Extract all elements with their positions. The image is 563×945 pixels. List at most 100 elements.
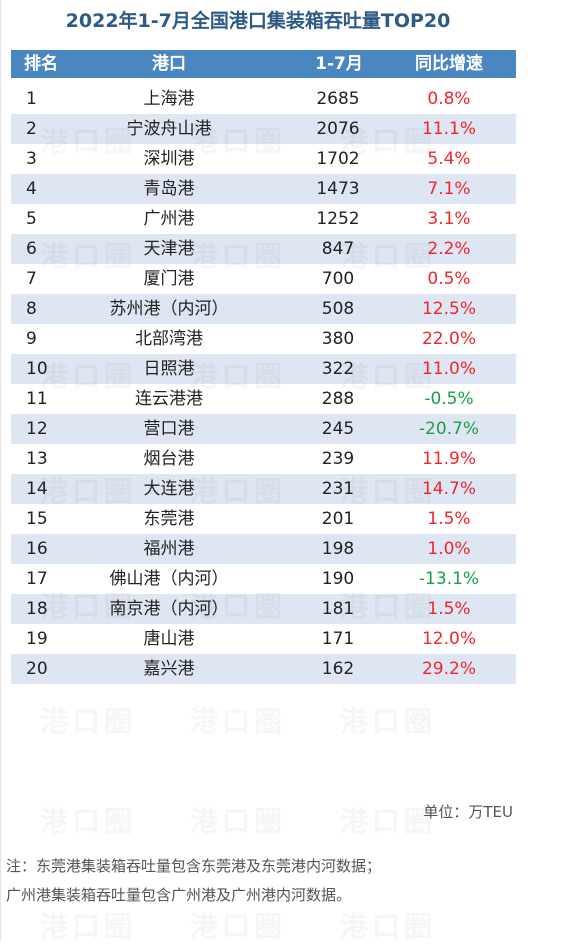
value-cell: 508 xyxy=(321,299,355,319)
footnote-line-2: 广州港集装箱吞吐量包含广州港及广州港内河数据。 xyxy=(6,886,352,904)
rank-cell: 4 xyxy=(26,179,37,199)
port-cell: 连云港港 xyxy=(135,389,203,409)
port-cell: 唐山港 xyxy=(143,629,195,649)
change-cell: 1.5% xyxy=(427,599,471,619)
table-row: 18 南京港（内河） 181 1.5% xyxy=(11,594,516,624)
table-row: 11 连云港港 288 -0.5% xyxy=(11,384,516,414)
rank-cell: 3 xyxy=(26,149,37,169)
table-header: 排名 港口 1-7月 同比增速 xyxy=(11,50,516,78)
rank-cell: 1 xyxy=(26,89,37,109)
rank-cell: 15 xyxy=(26,509,48,529)
port-cell: 苏州港（内河） xyxy=(109,299,229,319)
rank-cell: 6 xyxy=(26,239,37,259)
watermark-logo: 港口圈 xyxy=(40,905,136,945)
table-row: 2 宁波舟山港 2076 11.1% xyxy=(11,114,516,144)
table-row: 16 福州港 198 1.0% xyxy=(11,534,516,564)
port-cell: 厦门港 xyxy=(143,269,195,289)
rank-cell: 7 xyxy=(26,269,37,289)
port-cell: 北部湾港 xyxy=(135,329,203,349)
header-port: 港口 xyxy=(152,54,186,74)
table-row: 7 厦门港 700 0.5% xyxy=(11,264,516,294)
port-cell: 佛山港（内河） xyxy=(109,569,229,589)
value-cell: 1252 xyxy=(316,209,360,229)
change-cell: 11.0% xyxy=(421,359,476,379)
unit-label: 单位：万TEU xyxy=(423,803,513,821)
value-cell: 847 xyxy=(321,239,355,259)
value-cell: 198 xyxy=(321,539,355,559)
change-cell: -20.7% xyxy=(418,419,480,439)
watermark-logo: 港口圈 xyxy=(190,700,286,740)
value-cell: 1473 xyxy=(316,179,360,199)
header-value: 1-7月 xyxy=(315,54,363,74)
rank-cell: 14 xyxy=(26,479,48,499)
table-row: 13 烟台港 239 11.9% xyxy=(11,444,516,474)
table-row: 19 唐山港 171 12.0% xyxy=(11,624,516,654)
value-cell: 231 xyxy=(321,479,355,499)
watermark-logo: 港口圈 xyxy=(340,905,436,945)
value-cell: 239 xyxy=(321,449,355,469)
table-row: 17 佛山港（内河） 190 -13.1% xyxy=(11,564,516,594)
watermark-logo: 港口圈 xyxy=(190,800,286,840)
table-row: 10 日照港 322 11.0% xyxy=(11,354,516,384)
table-row: 3 深圳港 1702 5.4% xyxy=(11,144,516,174)
change-cell: 7.1% xyxy=(427,179,471,199)
watermark-logo: 港口圈 xyxy=(40,800,136,840)
table-card: 2022年1-7月全国港口集装箱吞吐量TOP20 排名 港口 1-7月 同比增速… xyxy=(0,0,516,940)
value-cell: 700 xyxy=(321,269,355,289)
value-cell: 322 xyxy=(321,359,355,379)
change-cell: 0.8% xyxy=(427,89,471,109)
rank-cell: 5 xyxy=(26,209,37,229)
table-row: 6 天津港 847 2.2% xyxy=(11,234,516,264)
value-cell: 1702 xyxy=(316,149,360,169)
change-cell: 29.2% xyxy=(421,659,476,679)
watermark-logo: 港口圈 xyxy=(190,905,286,945)
port-cell: 青岛港 xyxy=(143,179,195,199)
change-cell: -0.5% xyxy=(424,389,474,409)
port-cell: 营口港 xyxy=(143,419,195,439)
watermark-logo: 港口圈 xyxy=(340,700,436,740)
table-row: 20 嘉兴港 162 29.2% xyxy=(11,654,516,684)
change-cell: 1.0% xyxy=(427,539,471,559)
value-cell: 2685 xyxy=(316,89,360,109)
change-cell: 2.2% xyxy=(427,239,471,259)
port-cell: 南京港（内河） xyxy=(109,599,229,619)
port-cell: 上海港 xyxy=(143,89,195,109)
table-row: 5 广州港 1252 3.1% xyxy=(11,204,516,234)
rank-cell: 11 xyxy=(26,389,48,409)
value-cell: 181 xyxy=(321,599,355,619)
table-row: 4 青岛港 1473 7.1% xyxy=(11,174,516,204)
change-cell: -13.1% xyxy=(418,569,480,589)
change-cell: 12.5% xyxy=(421,299,476,319)
port-cell: 广州港 xyxy=(143,209,195,229)
value-cell: 380 xyxy=(321,329,355,349)
rank-cell: 13 xyxy=(26,449,48,469)
port-cell: 东莞港 xyxy=(143,509,195,529)
value-cell: 171 xyxy=(321,629,355,649)
port-cell: 大连港 xyxy=(143,479,195,499)
change-cell: 12.0% xyxy=(421,629,476,649)
port-cell: 嘉兴港 xyxy=(143,659,195,679)
change-cell: 3.1% xyxy=(427,209,471,229)
rank-cell: 9 xyxy=(26,329,37,349)
port-cell: 烟台港 xyxy=(143,449,195,469)
rank-cell: 20 xyxy=(26,659,48,679)
change-cell: 11.1% xyxy=(421,119,476,139)
change-cell: 11.9% xyxy=(421,449,476,469)
rank-cell: 16 xyxy=(26,539,48,559)
table-row: 15 东莞港 201 1.5% xyxy=(11,504,516,534)
watermark-logo: 港口圈 xyxy=(40,700,136,740)
header-rank: 排名 xyxy=(24,54,58,74)
value-cell: 190 xyxy=(321,569,355,589)
rank-cell: 18 xyxy=(26,599,48,619)
rank-cell: 2 xyxy=(26,119,37,139)
change-cell: 1.5% xyxy=(427,509,471,529)
rank-cell: 19 xyxy=(26,629,48,649)
table-row: 8 苏州港（内河） 508 12.5% xyxy=(11,294,516,324)
change-cell: 22.0% xyxy=(421,329,476,349)
port-cell: 深圳港 xyxy=(143,149,195,169)
port-cell: 宁波舟山港 xyxy=(126,119,212,139)
table-row: 12 营口港 245 -20.7% xyxy=(11,414,516,444)
page-title: 2022年1-7月全国港口集装箱吞吐量TOP20 xyxy=(65,10,451,32)
port-cell: 天津港 xyxy=(143,239,195,259)
footnote-line-1: 注：东莞港集装箱吞吐量包含东莞港及东莞港内河数据； xyxy=(6,857,382,875)
